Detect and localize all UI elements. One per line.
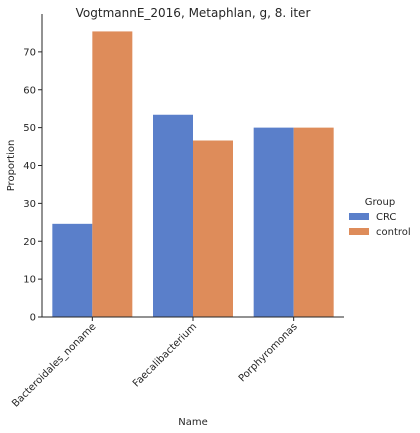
- y-tick-label: 50: [23, 123, 36, 134]
- y-tick-label: 0: [30, 313, 36, 324]
- bar-control-Bacteroidales_noname: [92, 31, 133, 318]
- legend-label-CRC: CRC: [376, 212, 396, 223]
- bar-control-Porphyromonas: [293, 127, 334, 317]
- legend-title: Group: [365, 197, 395, 208]
- legend-label-control: control: [376, 227, 411, 238]
- y-tick-label: 70: [23, 47, 36, 58]
- bar-control-Faecalibacterium: [193, 140, 233, 317]
- x-tick-label: Bacteroidales_noname: [10, 321, 98, 409]
- y-tick-label: 40: [23, 161, 36, 172]
- legend-swatch-CRC: [349, 213, 369, 220]
- y-axis-ticks: 0 10 20 30 40 50 60 70: [23, 47, 42, 324]
- x-tick-label: Faecalibacterium: [131, 321, 199, 389]
- chart-title: VogtmannE_2016, Metaphlan, g, 8. iter: [76, 6, 311, 20]
- x-tick-label: Porphyromonas: [237, 321, 300, 384]
- legend: Group CRC control: [349, 197, 411, 238]
- y-tick-label: 10: [23, 275, 36, 286]
- y-tick-label: 60: [23, 85, 36, 96]
- x-axis-label: Name: [178, 417, 208, 428]
- x-axis-ticks: Bacteroidales_noname Faecalibacterium Porp…: [10, 317, 300, 410]
- y-axis-label: Proportion: [6, 140, 17, 192]
- y-tick-label: 20: [23, 237, 36, 248]
- bars-group: [52, 31, 334, 318]
- bar-CRC-Porphyromonas: [253, 127, 294, 317]
- y-tick-label: 30: [23, 199, 36, 210]
- bar-CRC-Bacteroidales_noname: [52, 223, 93, 317]
- legend-swatch-control: [349, 228, 369, 235]
- bar-CRC-Faecalibacterium: [153, 114, 193, 317]
- legend-items: CRC control: [349, 212, 411, 238]
